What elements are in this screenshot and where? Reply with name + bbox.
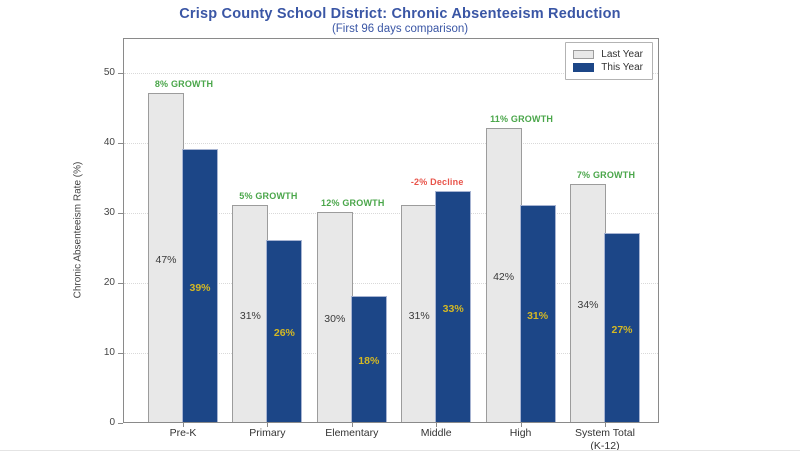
bar-last-year-0	[148, 93, 184, 422]
y-tick-label-40: 40	[103, 137, 115, 148]
bar-value-last-5: 34%	[577, 299, 599, 311]
x-tick-mark-1	[267, 423, 269, 427]
y-tick-mark-20	[118, 283, 123, 284]
bar-value-this-0: 39%	[189, 281, 211, 294]
y-tick-label-0: 0	[109, 417, 115, 428]
bar-last-year-4	[485, 128, 522, 422]
bar-value-this-2: 18%	[358, 355, 380, 367]
annotation-0: 8% GROWTH	[154, 79, 214, 89]
bar-value-last-3: 31%	[408, 309, 430, 322]
bar-value-this-1: 26%	[273, 327, 295, 339]
x-tick-label-4: High	[461, 427, 581, 440]
legend-swatch-last-year	[573, 50, 595, 59]
annotation-1: 5% GROWTH	[239, 191, 298, 201]
chart-title: Crisp County School District: Chronic Ab…	[179, 6, 621, 22]
annotation-2: 12% GROWTH	[321, 198, 385, 208]
bar-value-this-5: 27%	[611, 323, 633, 336]
gridline-40	[124, 143, 658, 144]
legend-item-0: Last Year	[573, 48, 643, 61]
bar-value-this-4: 31%	[527, 309, 549, 322]
y-tick-mark-50	[118, 73, 123, 74]
y-tick-label-10: 10	[103, 347, 115, 358]
x-tick-label-line2-5: (K-12)	[590, 440, 620, 452]
y-tick-mark-0	[118, 423, 123, 424]
legend-label-last-year: Last Year	[601, 49, 643, 60]
x-tick-label-0: Pre-K	[123, 427, 243, 440]
y-tick-mark-40	[118, 143, 123, 144]
x-tick-label-line1-1: Primary	[249, 427, 286, 439]
x-tick-label-3: Middle	[376, 427, 496, 440]
gridline-20	[124, 283, 658, 284]
y-tick-mark-30	[118, 213, 123, 214]
bar-value-last-0: 47%	[155, 253, 177, 266]
annotation-5: 7% GROWTH	[576, 170, 636, 180]
legend-label-this-year: This Year	[601, 62, 643, 73]
x-tick-label-line1-0: Pre-K	[169, 427, 197, 439]
bar-this-year-1	[266, 240, 303, 422]
y-tick-label-30: 30	[103, 207, 115, 218]
legend-item-1: This Year	[573, 61, 643, 74]
bar-last-year-5	[570, 184, 606, 422]
gridline-10	[124, 353, 658, 354]
x-tick-label-1: Primary	[207, 427, 327, 440]
x-tick-label-line1-2: Elementary	[325, 427, 379, 439]
bar-value-last-1: 31%	[239, 309, 261, 322]
x-tick-label-line1-4: High	[509, 427, 532, 439]
y-tick-label-50: 50	[103, 67, 115, 78]
annotation-4: 11% GROWTH	[490, 114, 554, 124]
x-tick-mark-3	[436, 423, 438, 427]
y-axis-label: Chronic Absenteeism Rate (%)	[72, 161, 84, 299]
bar-this-year-2	[350, 296, 387, 422]
x-tick-mark-0	[183, 423, 184, 427]
plot-area: 47% 39% 8% GROWTH 31% 26% 5% GROWTH 30% 18% 12% …	[123, 38, 659, 423]
bar-this-year-4	[519, 205, 556, 422]
legend-swatch-this-year	[573, 63, 595, 72]
bar-value-this-3: 33%	[442, 302, 464, 315]
bar-value-last-2: 30%	[324, 313, 346, 325]
bar-value-last-4: 42%	[493, 271, 515, 283]
legend: Last Year This Year	[565, 42, 653, 80]
x-tick-label-line1-5: System Total	[575, 427, 635, 439]
annotation-3: -2% Decline	[410, 177, 464, 187]
x-tick-mark-4	[520, 423, 522, 427]
gridline-50	[124, 73, 658, 74]
x-tick-label-line1-3: Middle	[420, 427, 452, 439]
x-tick-mark-2	[351, 423, 353, 427]
chart-subtitle: (First 96 days comparison)	[331, 23, 469, 35]
bar-this-year-3	[435, 191, 472, 422]
bar-this-year-5	[604, 233, 640, 422]
x-tick-mark-5	[605, 423, 606, 427]
bar-last-year-3	[401, 205, 438, 422]
y-tick-mark-10	[118, 353, 123, 354]
x-tick-label-5: System Total (K-12)	[545, 427, 665, 453]
y-tick-label-20: 20	[103, 277, 115, 288]
bar-last-year-1	[232, 205, 269, 422]
x-tick-label-2: Elementary	[292, 427, 412, 440]
bottom-divider	[0, 450, 800, 451]
gridline-30	[124, 213, 658, 214]
bar-this-year-0	[182, 149, 218, 422]
